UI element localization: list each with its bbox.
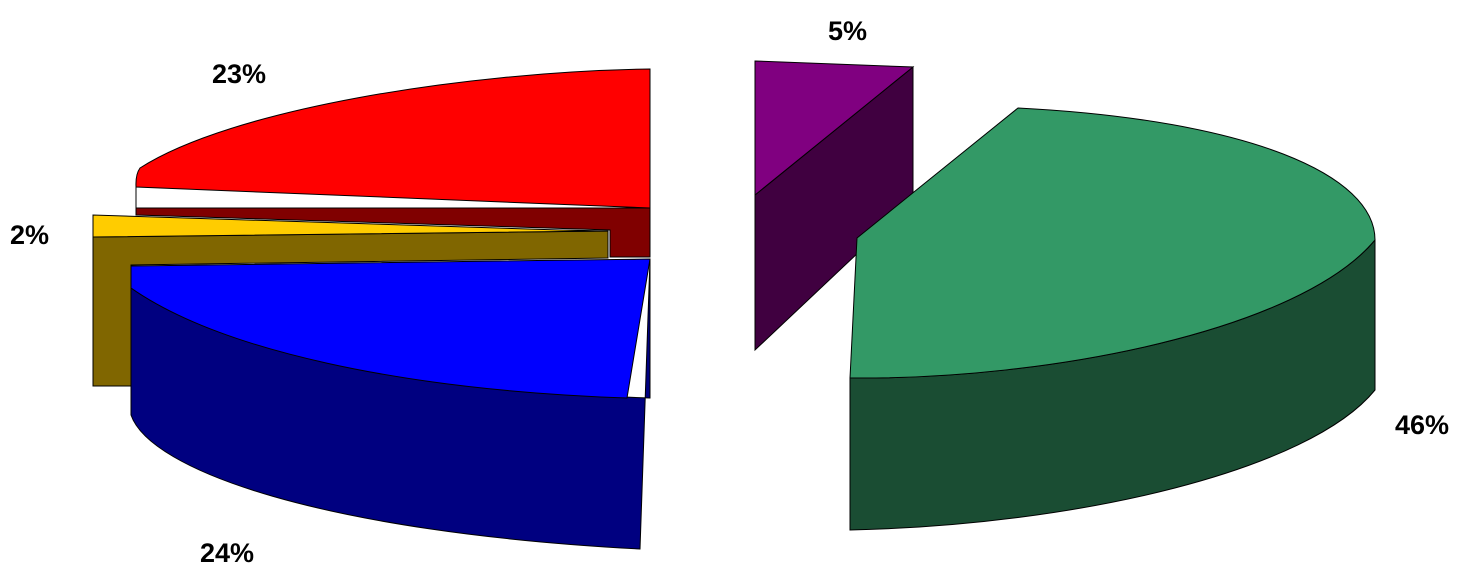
slice-2	[92, 214, 609, 387]
label-23: 23%	[212, 59, 266, 89]
slice-2-top	[92, 214, 609, 238]
slice-46-top	[849, 107, 1376, 379]
label-5: 5%	[828, 16, 867, 46]
slice-5-top	[754, 60, 915, 197]
slice-23	[135, 68, 651, 258]
label-46: 46%	[1395, 410, 1449, 440]
slice-23-side	[135, 187, 651, 258]
slice-23-top	[135, 68, 651, 209]
slice-24	[130, 258, 651, 550]
label-24: 24%	[200, 538, 254, 566]
slice-46	[849, 107, 1376, 531]
slice-24-top	[130, 258, 651, 399]
label-2: 2%	[10, 220, 49, 250]
